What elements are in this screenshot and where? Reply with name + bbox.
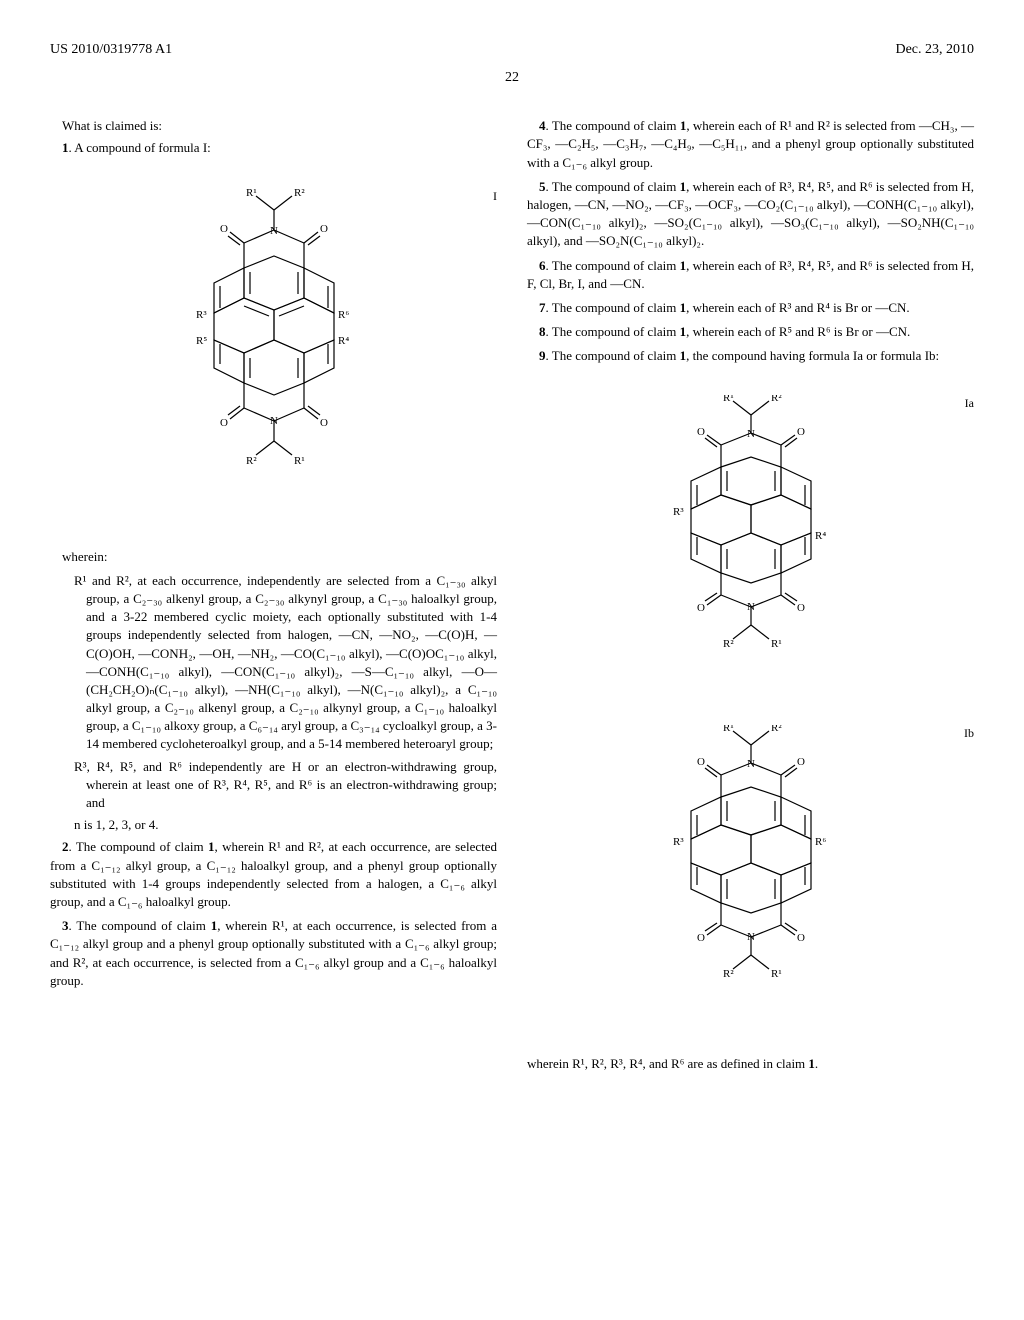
publication-date: Dec. 23, 2010	[895, 40, 974, 60]
claim-6: 6. The compound of claim 1, wherein each…	[527, 257, 974, 293]
right-column: 4. The compound of claim 1, wherein each…	[527, 117, 974, 1079]
svg-text:O: O	[697, 932, 705, 944]
svg-text:R³: R³	[673, 836, 684, 848]
formula-Ia-structure: Ia	[527, 395, 974, 695]
two-column-layout: What is claimed is: 1. A compound of for…	[50, 117, 974, 1079]
page-number: 22	[50, 68, 974, 88]
claim1-sub1: R¹ and R², at each occurrence, independe…	[74, 572, 497, 754]
svg-text:R⁶: R⁶	[815, 836, 826, 848]
svg-text:N: N	[747, 601, 755, 613]
svg-text:O: O	[797, 602, 805, 614]
claim-2: 2. The compound of claim 1, wherein R¹ a…	[50, 838, 497, 911]
claim1-sub3: n is 1, 2, 3, or 4.	[74, 816, 497, 834]
page-header: US 2010/0319778 A1 Dec. 23, 2010	[50, 40, 974, 60]
svg-text:O: O	[320, 223, 328, 235]
svg-text:R¹: R¹	[246, 188, 257, 199]
formula-Ib-label: Ib	[964, 725, 974, 742]
claim-9-end: wherein R¹, R², R³, R⁴, and R⁶ are as de…	[527, 1055, 974, 1073]
claim-8: 8. The compound of claim 1, wherein each…	[527, 323, 974, 341]
claim-3: 3. The compound of claim 1, wherein R¹, …	[50, 917, 497, 990]
molecule-Ib-svg: R¹ R² O O N R³ R⁶ O O N R² R¹	[661, 725, 841, 1025]
svg-text:O: O	[797, 756, 805, 768]
svg-text:R⁴: R⁴	[338, 335, 349, 347]
svg-text:N: N	[747, 428, 755, 440]
left-column: What is claimed is: 1. A compound of for…	[50, 117, 497, 1079]
claim-4: 4. The compound of claim 1, wherein each…	[527, 117, 974, 172]
formula-I-label: I	[493, 188, 497, 205]
claim-1-intro: 1. A compound of formula I:	[50, 139, 497, 157]
svg-text:R¹: R¹	[294, 455, 305, 467]
wherein-label: wherein:	[50, 548, 497, 566]
svg-text:R³: R³	[673, 506, 684, 518]
svg-text:R¹: R¹	[723, 725, 734, 734]
svg-text:R²: R²	[246, 455, 257, 467]
svg-text:O: O	[697, 756, 705, 768]
svg-text:O: O	[697, 602, 705, 614]
svg-text:R¹: R¹	[723, 395, 734, 404]
svg-text:O: O	[220, 417, 228, 429]
svg-text:O: O	[697, 426, 705, 438]
svg-text:O: O	[797, 426, 805, 438]
svg-text:R¹: R¹	[771, 638, 782, 650]
svg-text:O: O	[220, 223, 228, 235]
svg-text:R⁵: R⁵	[196, 335, 207, 347]
svg-text:N: N	[270, 415, 278, 427]
svg-text:R³: R³	[196, 309, 207, 321]
formula-I-structure: I	[50, 188, 497, 518]
svg-text:R²: R²	[771, 395, 782, 404]
svg-text:R²: R²	[723, 638, 734, 650]
svg-text:R²: R²	[771, 725, 782, 734]
claim-5: 5. The compound of claim 1, wherein each…	[527, 178, 974, 251]
molecule-I-svg: R¹ R² O O N R³ R⁶ R⁵ R⁴ O O N R² R¹	[184, 188, 364, 518]
formula-Ib-structure: Ib	[527, 725, 974, 1025]
svg-text:R²: R²	[294, 188, 305, 199]
svg-text:R⁶: R⁶	[338, 309, 349, 321]
claim-9: 9. The compound of claim 1, the compound…	[527, 347, 974, 365]
claims-intro: What is claimed is:	[50, 117, 497, 135]
claim-7: 7. The compound of claim 1, wherein each…	[527, 299, 974, 317]
svg-text:O: O	[797, 932, 805, 944]
formula-Ia-label: Ia	[965, 395, 974, 412]
svg-text:N: N	[747, 758, 755, 770]
svg-text:R²: R²	[723, 968, 734, 980]
claim1-sub2: R³, R⁴, R⁵, and R⁶ independently are H o…	[74, 758, 497, 813]
svg-text:N: N	[747, 931, 755, 943]
svg-text:O: O	[320, 417, 328, 429]
svg-text:R⁴: R⁴	[815, 530, 826, 542]
svg-text:R¹: R¹	[771, 968, 782, 980]
svg-text:N: N	[270, 225, 278, 237]
publication-number: US 2010/0319778 A1	[50, 40, 172, 60]
molecule-Ia-svg: R¹ R² O O N R³ R⁴ O O N R² R¹	[661, 395, 841, 695]
